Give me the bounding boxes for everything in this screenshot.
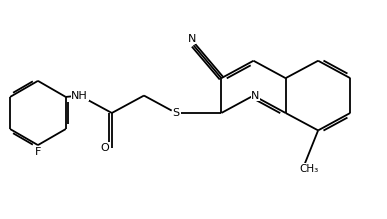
Text: F: F <box>35 147 41 157</box>
Text: NH: NH <box>71 91 88 101</box>
Text: N: N <box>187 34 196 44</box>
Text: N: N <box>251 91 260 101</box>
Text: CH₃: CH₃ <box>299 164 319 174</box>
Text: S: S <box>173 108 180 118</box>
Text: O: O <box>101 143 109 153</box>
